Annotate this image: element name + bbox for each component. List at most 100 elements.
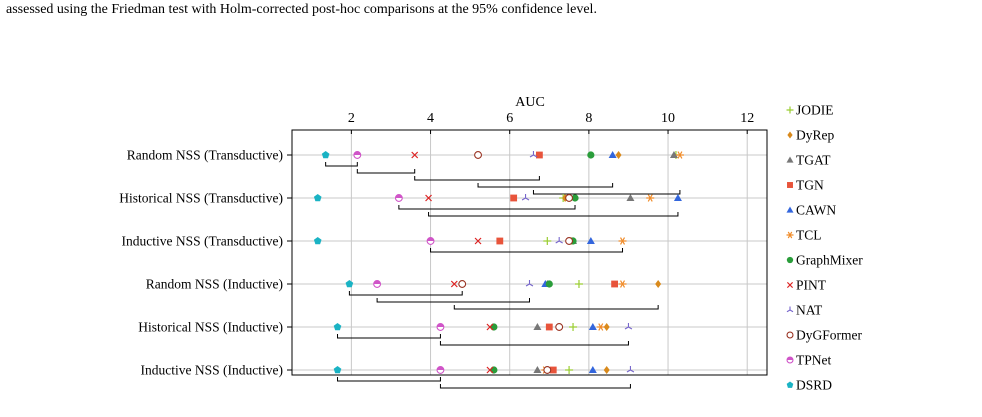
- marker-circle: [490, 366, 498, 374]
- legend-item: TCL: [786, 228, 822, 243]
- marker-tgn: [545, 323, 553, 331]
- marker-nat: [626, 366, 635, 373]
- marker-cawn: [586, 237, 595, 244]
- legend-item: TGN: [787, 178, 824, 193]
- legend-label: GraphMixer: [796, 253, 863, 268]
- marker-tpnet: [436, 366, 445, 374]
- x-tick-label: 10: [661, 111, 675, 126]
- marker-diamond: [787, 131, 793, 139]
- marker-pentagon: [333, 366, 342, 374]
- legend-label: DyGFormer: [796, 328, 862, 343]
- marker-diamond: [603, 323, 610, 331]
- marker-tri: [624, 323, 633, 330]
- clique-bracket: [477, 183, 614, 188]
- marker-tpnet: [394, 194, 403, 202]
- marker-tcl: [596, 323, 605, 331]
- marker-half-circle-fill: [427, 237, 434, 241]
- legend-item: DyGFormer: [786, 328, 862, 343]
- x-tick-label: 12: [740, 111, 754, 126]
- marker-dyrep: [603, 323, 610, 331]
- marker-tpnet: [436, 323, 445, 331]
- legend-label: DSRD: [796, 378, 832, 393]
- marker-circle: [587, 151, 595, 159]
- marker-tri: [521, 194, 530, 201]
- marker-dygformer: [555, 323, 564, 331]
- marker-circle-open: [474, 151, 482, 159]
- marker-triangle: [673, 194, 682, 201]
- marker-triangle: [533, 366, 542, 373]
- marker-dsrd: [333, 366, 342, 374]
- row-label: Inductive NSS (Transductive): [122, 234, 284, 249]
- marker-tgn: [535, 151, 543, 159]
- marker-circle-open: [565, 237, 574, 245]
- marker-pentagon: [313, 194, 322, 202]
- marker-plus: [786, 106, 794, 114]
- marker-star: [675, 151, 684, 159]
- marker-half-circle-fill: [373, 280, 381, 284]
- marker-tgn: [496, 237, 504, 245]
- marker-dsrd: [345, 280, 354, 288]
- marker-tcl: [618, 280, 627, 288]
- marker-diamond: [603, 366, 610, 374]
- marker-cawn: [588, 366, 597, 373]
- marker-tri: [786, 306, 794, 313]
- legend-label: PINT: [796, 278, 827, 293]
- marker-star: [596, 323, 605, 331]
- chart-title: AUC: [515, 95, 545, 110]
- marker-dyrep: [603, 366, 610, 374]
- marker-star: [618, 280, 627, 288]
- marker-dyrep: [615, 151, 622, 159]
- marker-graphmixer: [490, 366, 498, 374]
- marker-tgat: [669, 151, 678, 158]
- marker-nat: [555, 237, 563, 244]
- marker-pint: [474, 237, 482, 245]
- row-labels: Random NSS (Transductive) Historical NSS …: [119, 148, 283, 378]
- clique-bracket: [428, 212, 679, 217]
- marker-pint: [486, 323, 494, 331]
- marker-triangle: [626, 194, 635, 201]
- clique-bracket: [453, 305, 659, 310]
- marker-tri: [525, 280, 534, 287]
- marker-graphmixer: [587, 151, 595, 159]
- marker-nat: [529, 151, 538, 158]
- marker-nat: [525, 280, 534, 287]
- marker-x: [486, 366, 494, 374]
- marker-triangle: [786, 206, 794, 213]
- marker-nat: [624, 323, 633, 330]
- legend-label: TCL: [796, 228, 822, 243]
- legend-item: CAWN: [786, 203, 836, 218]
- marker-tgat: [533, 366, 542, 373]
- marker-plus: [574, 280, 583, 288]
- marker-dsrd: [333, 323, 342, 331]
- marker-diamond: [655, 280, 662, 288]
- clique-bracket: [398, 205, 576, 210]
- marker-tcl: [618, 237, 627, 245]
- marker-star: [618, 237, 627, 245]
- marker-circle-open: [565, 194, 574, 202]
- row-label: Inductive NSS (Inductive): [141, 363, 283, 378]
- row-label: Random NSS (Inductive): [146, 277, 283, 292]
- marker-x: [411, 151, 419, 159]
- marker-jodie: [565, 366, 574, 374]
- marker-tgat: [626, 194, 635, 201]
- legend-item: DSRD: [786, 378, 832, 393]
- x-tick-labels: 2 4 6 8 10 12: [348, 111, 754, 126]
- marker-square: [611, 280, 619, 288]
- marker-tgat: [533, 323, 542, 330]
- marker-triangle: [586, 237, 595, 244]
- marker-x: [486, 323, 494, 331]
- clique-bracket: [348, 291, 463, 296]
- marker-x: [425, 194, 432, 202]
- row-label: Historical NSS (Transductive): [119, 191, 283, 206]
- marker-tgn: [510, 194, 518, 202]
- marker-cawn: [673, 194, 682, 201]
- marker-square: [787, 182, 793, 188]
- legend-label: DyRep: [796, 128, 834, 143]
- marker-circle: [490, 323, 498, 331]
- marker-tcl: [646, 194, 655, 202]
- caption-top: assessed using the Friedman test with Ho…: [6, 2, 597, 17]
- marker-graphmixer: [571, 194, 579, 202]
- marker-square: [549, 366, 557, 374]
- marker-plus: [543, 237, 552, 245]
